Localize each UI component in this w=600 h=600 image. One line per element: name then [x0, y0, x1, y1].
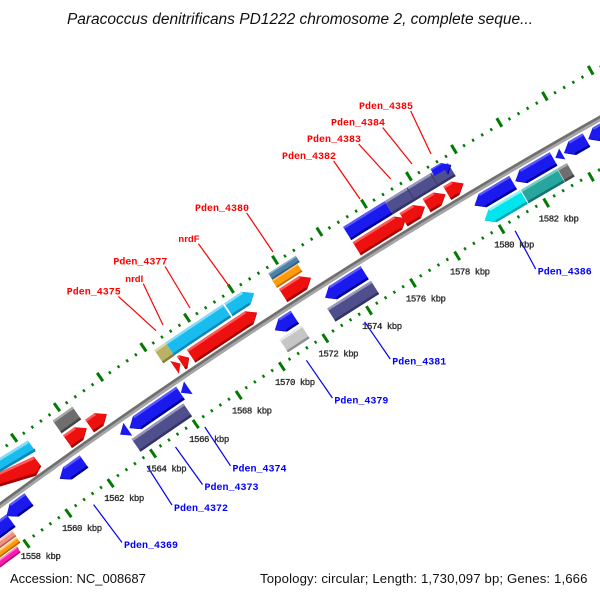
svg-text:Pden_4385: Pden_4385 [359, 101, 413, 113]
svg-text:Pden_4375: Pden_4375 [67, 287, 121, 299]
svg-text:1564 kbp: 1564 kbp [147, 465, 187, 475]
svg-text:1582 kbp: 1582 kbp [539, 215, 579, 225]
svg-text:Pden_4382: Pden_4382 [282, 151, 336, 163]
svg-text:Pden_4384: Pden_4384 [331, 118, 385, 130]
svg-text:1580 kbp: 1580 kbp [494, 241, 534, 251]
svg-text:1558 kbp: 1558 kbp [21, 552, 61, 562]
svg-text:Pden_4373: Pden_4373 [205, 482, 259, 494]
svg-text:Accession: NC_008687: Accession: NC_008687 [10, 571, 146, 586]
svg-text:1578 kbp: 1578 kbp [450, 267, 490, 277]
svg-text:1570 kbp: 1570 kbp [275, 378, 315, 388]
svg-text:Pden_4374: Pden_4374 [233, 464, 287, 476]
svg-text:1576 kbp: 1576 kbp [406, 294, 446, 304]
svg-text:Pden_4372: Pden_4372 [174, 503, 228, 515]
svg-text:Pden_4386: Pden_4386 [538, 267, 592, 279]
svg-text:Pden_4379: Pden_4379 [334, 396, 388, 408]
svg-text:Pden_4380: Pden_4380 [195, 203, 249, 215]
svg-text:Pden_4377: Pden_4377 [113, 257, 167, 269]
svg-text:Paracoccus denitrificans PD122: Paracoccus denitrificans PD1222 chromoso… [67, 11, 533, 28]
svg-text:nrdI: nrdI [125, 274, 143, 285]
svg-text:1574 kbp: 1574 kbp [362, 322, 402, 332]
svg-text:Topology: circular; Length: 1,: Topology: circular; Length: 1,730,097 bp… [260, 571, 588, 586]
svg-text:1560 kbp: 1560 kbp [62, 524, 102, 534]
svg-text:1572 kbp: 1572 kbp [319, 350, 359, 360]
svg-text:Pden_4383: Pden_4383 [307, 134, 361, 146]
svg-text:Pden_4369: Pden_4369 [124, 540, 178, 552]
svg-text:Pden_4381: Pden_4381 [392, 357, 446, 369]
svg-text:1566 kbp: 1566 kbp [189, 435, 229, 445]
svg-text:1562 kbp: 1562 kbp [104, 494, 144, 504]
svg-text:1568 kbp: 1568 kbp [232, 406, 272, 416]
svg-text:nrdF: nrdF [178, 234, 199, 245]
